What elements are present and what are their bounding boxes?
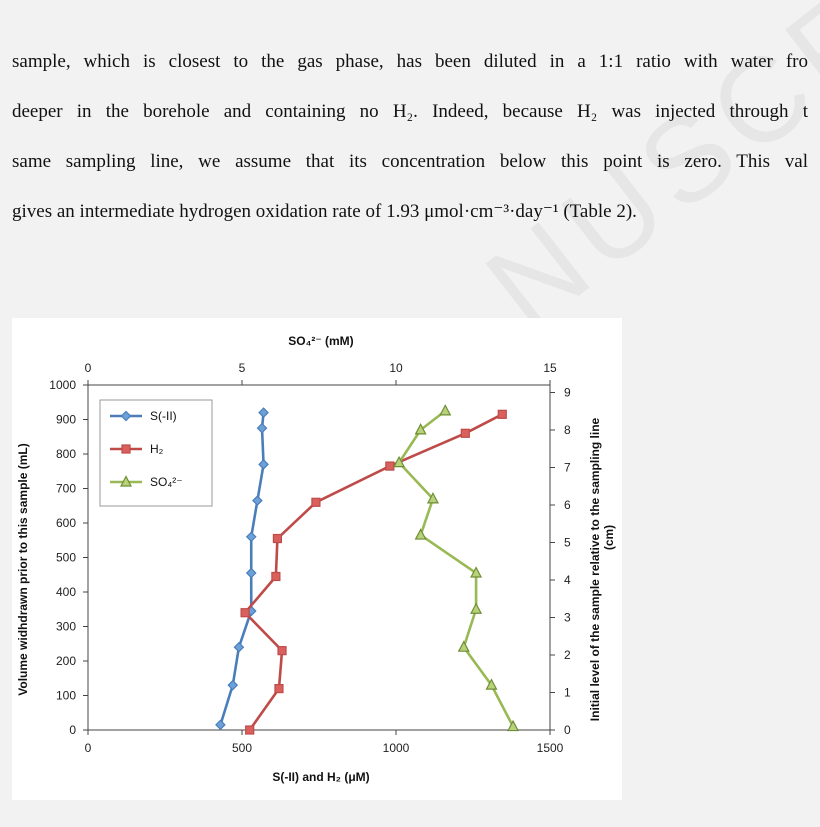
left-tick-label: 300	[56, 620, 76, 634]
left-tick-label: 600	[56, 516, 76, 530]
paragraph-line: same sampling line, we assume that its c…	[12, 151, 808, 172]
left-tick-label: 800	[56, 447, 76, 461]
right-tick-label: 8	[564, 423, 571, 437]
legend-box	[99, 399, 213, 507]
bottom-axis-title: S(-II) and H₂ (μM)	[272, 770, 369, 784]
legend-swatch-marker	[120, 410, 132, 422]
h2-series-point	[274, 684, 284, 694]
right-tick-label: 9	[564, 386, 571, 400]
bottom-tick-label: 1500	[537, 741, 564, 755]
legend-label: S(-II)	[150, 409, 177, 423]
h2-series-point	[271, 571, 281, 582]
bottom-tick-label: 0	[85, 741, 92, 755]
h2-series-point	[460, 428, 470, 438]
legend-label: H₂	[150, 442, 164, 456]
sii-series-point	[245, 567, 257, 579]
so4-series-point	[439, 404, 452, 416]
right-tick-label: 6	[564, 498, 571, 512]
so4-series-point	[426, 492, 439, 504]
sii-series-point	[227, 679, 239, 691]
top-tick-label: 15	[543, 361, 557, 375]
h2-series-point	[240, 608, 250, 618]
paragraph-line: gives an intermediate hydrogen oxidation…	[12, 201, 637, 222]
sii-series-point	[245, 531, 257, 543]
bottom-tick-label: 500	[232, 741, 252, 755]
so4-series-point	[414, 528, 427, 540]
right-axis-title-line1: Initial level of the sample relative to …	[588, 417, 602, 721]
top-tick-label: 0	[85, 361, 92, 375]
h2-series-point	[245, 725, 255, 735]
right-tick-label: 7	[564, 461, 571, 475]
sii-series-point	[233, 641, 245, 653]
left-tick-label: 400	[56, 585, 76, 599]
top-tick-label: 10	[389, 361, 403, 375]
left-tick-label: 1000	[49, 378, 76, 392]
h2-series-point	[311, 497, 321, 507]
right-tick-label: 4	[564, 573, 571, 587]
so4-series-point	[414, 423, 427, 435]
sii-series-point	[215, 719, 226, 731]
left-tick-label: 700	[56, 482, 76, 496]
right-axis-title-line2: (cm)	[602, 525, 616, 550]
right-tick-label: 5	[564, 536, 571, 550]
top-axis-title: SO₄²⁻ (mM)	[288, 334, 353, 348]
so4-series-point	[507, 719, 520, 732]
legend-swatch-marker	[120, 475, 132, 487]
h2-series-point	[277, 646, 287, 656]
paragraph-line: deeper in the borehole and containing no…	[12, 101, 808, 122]
left-tick-label: 900	[56, 413, 76, 427]
sii-series-point	[258, 459, 269, 470]
left-axis-title: Volume widhdrawn prior to this sample (m…	[16, 443, 30, 695]
sii-series-point	[252, 495, 263, 506]
so4-series-line	[397, 409, 515, 728]
h2-series-line	[243, 413, 503, 731]
chart-panel: 0 100 200 300 400 500 600 700 800 900 1000 0 500 1000…	[12, 318, 622, 800]
so4-series-point	[470, 602, 483, 614]
so4-series-point	[393, 455, 406, 468]
legend-swatch-marker	[121, 444, 131, 454]
paragraph-line: sample, which is closest to the gas phas…	[12, 51, 808, 72]
so4-series-point	[457, 640, 470, 652]
left-tick-label: 500	[56, 551, 76, 565]
h2-series-point	[497, 409, 507, 419]
left-tick-label: 200	[56, 654, 76, 668]
sii-series-line	[219, 412, 265, 726]
h2-series-point	[272, 533, 283, 544]
right-tick-label: 3	[564, 611, 571, 625]
h2-series-point	[385, 461, 395, 471]
right-tick-label: 2	[564, 648, 571, 662]
sii-series-point	[256, 422, 268, 434]
sii-series-point	[258, 407, 269, 418]
right-tick-label: 1	[564, 686, 571, 700]
top-tick-label: 5	[239, 361, 246, 375]
so4-series-point	[485, 678, 498, 690]
left-tick-label: 100	[56, 689, 76, 703]
right-tick-label: 0	[564, 723, 571, 737]
so4-series-point	[470, 566, 483, 578]
bottom-tick-label: 1000	[383, 741, 410, 755]
legend-label: SO₄²⁻	[150, 475, 183, 489]
body-paragraph: sample, which is closest to the gas phas…	[12, 37, 808, 237]
left-tick-label: 0	[69, 723, 76, 737]
